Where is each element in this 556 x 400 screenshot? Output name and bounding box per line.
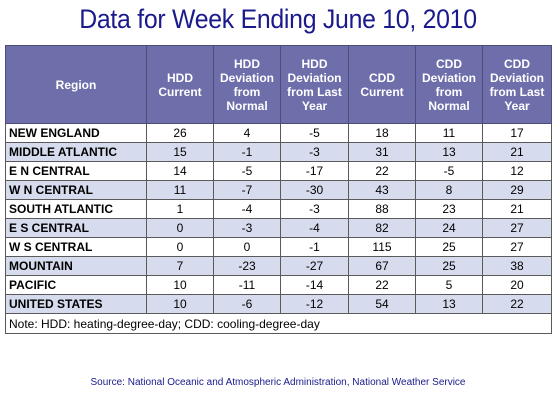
- value-cell: -12: [280, 294, 349, 314]
- column-header-cdd-dev-normal: CDD Deviation from Normal: [415, 45, 483, 124]
- region-cell: E S CENTRAL: [5, 218, 147, 238]
- value-cell: 15: [146, 142, 214, 162]
- value-cell: 11: [415, 123, 483, 143]
- value-cell: 17: [482, 123, 552, 143]
- table-row: UNITED STATES 10 -6 -12 54 13 22: [5, 294, 552, 314]
- value-cell: 22: [348, 161, 416, 181]
- table-row: E S CENTRAL 0 -3 -4 82 24 27: [5, 218, 552, 238]
- value-cell: -17: [280, 161, 349, 181]
- value-cell: 13: [415, 294, 483, 314]
- value-cell: 82: [348, 218, 416, 238]
- region-cell: W N CENTRAL: [5, 180, 147, 200]
- value-cell: 0: [146, 237, 214, 257]
- value-cell: 4: [213, 123, 281, 143]
- table-row: W N CENTRAL 11 -7 -30 43 8 29: [5, 180, 552, 200]
- column-header-hdd-dev-last-year: HDD Deviation from Last Year: [280, 45, 349, 124]
- value-cell: 21: [482, 142, 552, 162]
- value-cell: -30: [280, 180, 349, 200]
- value-cell: -3: [280, 199, 349, 219]
- table-row: SOUTH ATLANTIC 1 -4 -3 88 23 21: [5, 199, 552, 219]
- value-cell: -6: [213, 294, 281, 314]
- page-title: Data for Week Ending June 10, 2010: [79, 4, 477, 34]
- region-cell: SOUTH ATLANTIC: [5, 199, 147, 219]
- value-cell: 14: [146, 161, 214, 181]
- value-cell: 23: [415, 199, 483, 219]
- value-cell: 115: [348, 237, 416, 257]
- value-cell: -3: [213, 218, 281, 238]
- value-cell: 1: [146, 199, 214, 219]
- value-cell: 24: [415, 218, 483, 238]
- table-row: MIDDLE ATLANTIC 15 -1 -3 31 13 21: [5, 142, 552, 162]
- value-cell: 12: [482, 161, 552, 181]
- value-cell: 25: [415, 256, 483, 276]
- source-credit: Source: National Oceanic and Atmospheric…: [90, 377, 466, 388]
- table-note: Note: HDD: heating-degree-day; CDD: cool…: [5, 313, 552, 334]
- value-cell: 10: [146, 275, 214, 295]
- value-cell: 88: [348, 199, 416, 219]
- value-cell: 25: [415, 237, 483, 257]
- value-cell: -5: [415, 161, 483, 181]
- table-row: E N CENTRAL 14 -5 -17 22 -5 12: [5, 161, 552, 181]
- weather-data-table: Region HDD Current HDD Deviation from No…: [5, 45, 552, 334]
- value-cell: -4: [280, 218, 349, 238]
- value-cell: 10: [146, 294, 214, 314]
- table-row: NEW ENGLAND 26 4 -5 18 11 17: [5, 123, 552, 143]
- value-cell: 31: [348, 142, 416, 162]
- value-cell: 0: [146, 218, 214, 238]
- region-cell: UNITED STATES: [5, 294, 147, 314]
- region-cell: PACIFIC: [5, 275, 147, 295]
- column-header-cdd-dev-last-year: CDD Deviation from Last Year: [482, 45, 552, 124]
- value-cell: 13: [415, 142, 483, 162]
- region-cell: W S CENTRAL: [5, 237, 147, 257]
- column-header-hdd-current: HDD Current: [146, 45, 214, 124]
- value-cell: -1: [280, 237, 349, 257]
- table-row: MOUNTAIN 7 -23 -27 67 25 38: [5, 256, 552, 276]
- column-header-hdd-dev-normal: HDD Deviation from Normal: [213, 45, 281, 124]
- value-cell: 54: [348, 294, 416, 314]
- value-cell: -5: [213, 161, 281, 181]
- value-cell: -11: [213, 275, 281, 295]
- value-cell: 26: [146, 123, 214, 143]
- column-header-cdd-current: CDD Current: [348, 45, 416, 124]
- value-cell: 18: [348, 123, 416, 143]
- value-cell: -4: [213, 199, 281, 219]
- value-cell: 5: [415, 275, 483, 295]
- value-cell: -3: [280, 142, 349, 162]
- value-cell: -5: [280, 123, 349, 143]
- column-header-region: Region: [5, 45, 147, 124]
- table-header-row: Region HDD Current HDD Deviation from No…: [5, 45, 552, 124]
- value-cell: 43: [348, 180, 416, 200]
- value-cell: -7: [213, 180, 281, 200]
- value-cell: 8: [415, 180, 483, 200]
- region-cell: MIDDLE ATLANTIC: [5, 142, 147, 162]
- table-row: W S CENTRAL 0 0 -1 115 25 27: [5, 237, 552, 257]
- value-cell: -1: [213, 142, 281, 162]
- value-cell: 0: [213, 237, 281, 257]
- value-cell: -27: [280, 256, 349, 276]
- value-cell: 27: [482, 237, 552, 257]
- value-cell: 22: [348, 275, 416, 295]
- value-cell: 11: [146, 180, 214, 200]
- value-cell: 27: [482, 218, 552, 238]
- table-row: PACIFIC 10 -11 -14 22 5 20: [5, 275, 552, 295]
- value-cell: 7: [146, 256, 214, 276]
- value-cell: 29: [482, 180, 552, 200]
- region-cell: NEW ENGLAND: [5, 123, 147, 143]
- value-cell: 21: [482, 199, 552, 219]
- value-cell: 22: [482, 294, 552, 314]
- region-cell: E N CENTRAL: [5, 161, 147, 181]
- value-cell: -14: [280, 275, 349, 295]
- note-row: Note: HDD: heating-degree-day; CDD: cool…: [5, 313, 552, 334]
- region-cell: MOUNTAIN: [5, 256, 147, 276]
- value-cell: 20: [482, 275, 552, 295]
- value-cell: 67: [348, 256, 416, 276]
- value-cell: 38: [482, 256, 552, 276]
- value-cell: -23: [213, 256, 281, 276]
